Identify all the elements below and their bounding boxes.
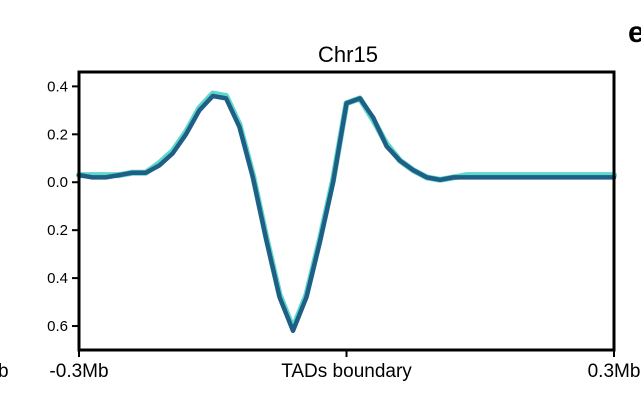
x-axis: -0.3Mb TADs boundary 0.3Mb: [49, 350, 640, 382]
series-line-1: [76, 93, 617, 334]
y-tick-label: 0.2: [47, 222, 68, 239]
chart-title: Chr15: [318, 42, 378, 67]
plot-lines: [76, 90, 617, 334]
y-tick-label: 0.6: [47, 318, 68, 335]
panel-letter: e: [628, 16, 641, 49]
y-tick-label: 0.2: [47, 126, 68, 143]
y-axis: 0.4 0.2 0.0 0.2 0.4 0.6: [47, 78, 79, 335]
plot-frame: [77, 70, 616, 352]
x-tick-label: TADs boundary: [281, 361, 412, 382]
left-edge-fragment: b: [0, 361, 9, 382]
y-tick-label: 0.4: [47, 270, 68, 287]
y-tick-label: 0.4: [47, 78, 68, 95]
series-line-0: [76, 90, 617, 332]
y-tick-label: 0.0: [47, 174, 68, 191]
x-tick-label: -0.3Mb: [49, 361, 108, 382]
x-tick-label: 0.3Mb: [588, 361, 641, 382]
